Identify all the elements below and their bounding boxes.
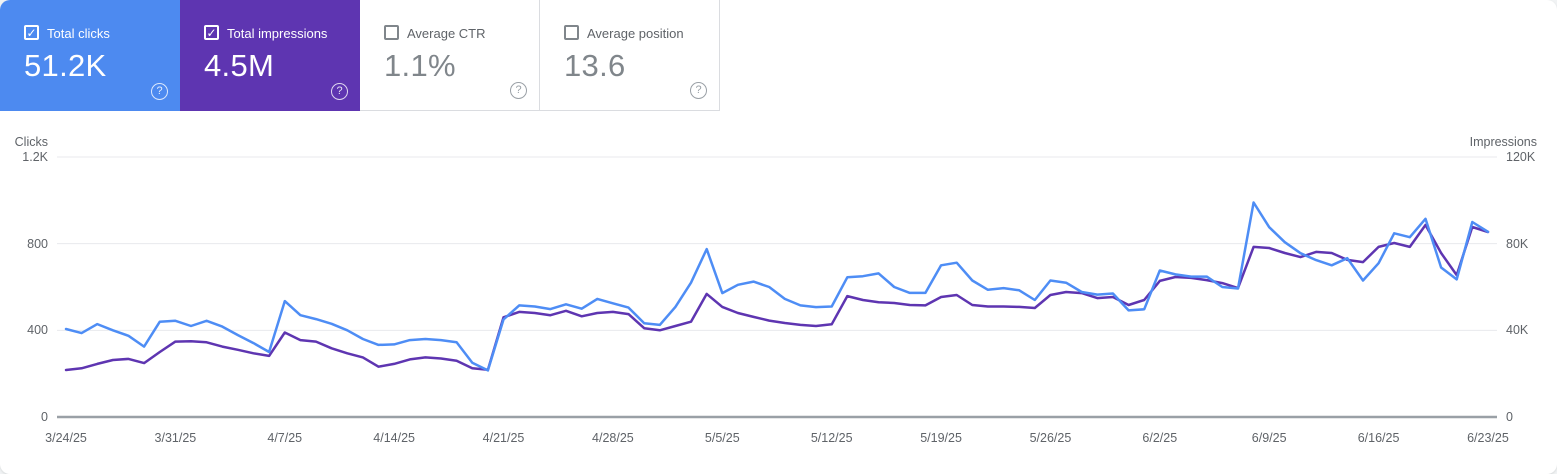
x-axis-label: 6/2/25: [1142, 431, 1178, 445]
y-axis-tick: 120K: [1506, 150, 1536, 164]
checkbox-checked[interactable]: ✓: [24, 25, 39, 40]
card-label: Total impressions: [227, 26, 328, 41]
x-axis-label: 6/9/25: [1251, 431, 1287, 445]
card-value: 4.5M: [204, 48, 275, 83]
y-axis-tick: 0: [41, 410, 48, 424]
x-axis-label: 4/14/25: [373, 431, 415, 445]
metric-cards: ✓ Total clicks 51.2K ? ✓ Total impressio…: [0, 0, 720, 111]
checkmark-icon: ✓: [26, 25, 37, 40]
card-value: 13.6: [564, 48, 626, 83]
metric-card-total-impressions[interactable]: ✓ Total impressions 4.5M ?: [180, 0, 360, 111]
x-axis-label: 3/31/25: [154, 431, 197, 445]
y-axis-tick: 80K: [1506, 236, 1529, 251]
help-icon[interactable]: ?: [331, 83, 348, 100]
x-axis-label: 5/5/25: [704, 431, 740, 445]
x-axis-label: 4/7/25: [267, 431, 303, 445]
checkbox-unchecked[interactable]: [384, 25, 399, 40]
help-icon[interactable]: ?: [510, 82, 527, 99]
help-icon[interactable]: ?: [151, 83, 168, 100]
checkbox-checked[interactable]: ✓: [204, 25, 219, 40]
x-axis-label: 5/26/25: [1029, 431, 1072, 445]
series-line-total-impressions: [64, 223, 1490, 372]
metric-card-average-position[interactable]: Average position 13.6 ?: [540, 0, 720, 111]
x-axis-label: 4/28/25: [592, 431, 634, 445]
metric-card-total-clicks[interactable]: ✓ Total clicks 51.2K ?: [0, 0, 180, 111]
card-label: Total clicks: [47, 26, 110, 41]
x-axis-label: 4/21/25: [482, 431, 525, 445]
right-axis-title: Impressions: [1469, 135, 1537, 149]
left-axis-title: Clicks: [14, 135, 48, 149]
y-axis-tick: 400: [27, 323, 48, 338]
x-axis-label: 6/16/25: [1357, 431, 1400, 445]
x-axis-label: 5/19/25: [920, 431, 962, 445]
card-label: Average CTR: [407, 26, 486, 41]
y-axis-tick: 40K: [1506, 323, 1529, 338]
card-value: 51.2K: [24, 48, 107, 83]
y-axis-tick: 800: [27, 236, 48, 251]
series-line-total-clicks: [64, 201, 1490, 372]
checkmark-icon: ✓: [206, 25, 217, 40]
card-value: 1.1%: [384, 48, 456, 83]
metric-card-average-ctr[interactable]: Average CTR 1.1% ?: [360, 0, 540, 111]
card-label: Average position: [587, 26, 684, 41]
help-icon[interactable]: ?: [690, 82, 707, 99]
checkbox-unchecked[interactable]: [564, 25, 579, 40]
x-axis-label: 3/24/25: [45, 431, 87, 445]
x-axis-label: 6/23/25: [1467, 431, 1509, 445]
y-axis-tick: 0: [1506, 410, 1513, 424]
y-axis-tick: 1.2K: [22, 150, 48, 164]
x-axis-label: 5/12/25: [810, 431, 853, 445]
